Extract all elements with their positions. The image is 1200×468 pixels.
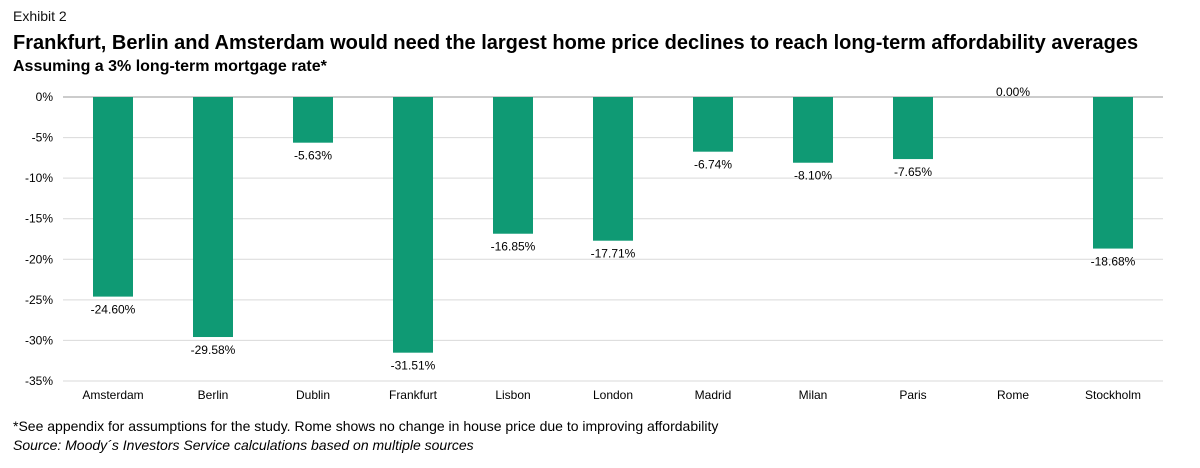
data-label: -17.71%	[591, 247, 636, 261]
data-label: -31.51%	[391, 359, 436, 373]
x-tick-label: Stockholm	[1085, 388, 1141, 402]
bar-milan	[793, 97, 833, 163]
x-tick-label: Berlin	[198, 388, 229, 402]
bar-madrid	[693, 97, 733, 152]
bar-stockholm	[1093, 97, 1133, 249]
y-tick-label: -30%	[25, 333, 53, 347]
data-label: -6.74%	[694, 158, 732, 172]
y-tick-label: -25%	[25, 293, 53, 307]
chart-title: Frankfurt, Berlin and Amsterdam would ne…	[13, 32, 1139, 54]
y-tick-label: -10%	[25, 171, 53, 185]
y-tick-label: -20%	[25, 252, 53, 266]
x-tick-label: Madrid	[695, 388, 732, 402]
data-label: -29.58%	[191, 343, 236, 357]
x-tick-label: Lisbon	[495, 388, 530, 402]
footnote: *See appendix for assumptions for the st…	[13, 418, 719, 434]
bar-chart: 0% -5% -10% -15% -20% -25% -30% -35% -24.60% Amst…	[25, 85, 1163, 402]
y-tick-label: -15%	[25, 212, 53, 226]
x-tick-label: Frankfurt	[389, 388, 438, 402]
y-tick-label: 0%	[36, 90, 54, 104]
bar-dublin	[293, 97, 333, 143]
data-label: -5.63%	[294, 149, 332, 163]
bar-berlin	[193, 97, 233, 338]
bar-lisbon	[493, 97, 533, 234]
bar-london	[593, 97, 633, 241]
bar-amsterdam	[93, 97, 133, 297]
data-label: 0.00%	[996, 85, 1030, 99]
chart-subtitle: Assuming a 3% long-term mortgage rate*	[13, 58, 327, 75]
bar-paris	[893, 97, 933, 160]
x-tick-label: Amsterdam	[82, 388, 143, 402]
x-tick-label: Paris	[899, 388, 926, 402]
x-tick-label: London	[593, 388, 633, 402]
source-note: Source: Moody´s Investors Service calcul…	[13, 437, 474, 453]
y-tick-label: -35%	[25, 374, 53, 388]
x-tick-label: Dublin	[296, 388, 330, 402]
x-tick-label: Rome	[997, 388, 1029, 402]
y-tick-label: -5%	[32, 131, 54, 145]
data-label: -18.68%	[1091, 255, 1136, 269]
data-label: -24.60%	[91, 303, 136, 317]
data-label: -16.85%	[491, 240, 536, 254]
bar-frankfurt	[393, 97, 433, 353]
data-label: -8.10%	[794, 169, 832, 183]
data-label: -7.65%	[894, 165, 932, 179]
x-tick-label: Milan	[799, 388, 828, 402]
exhibit-label: Exhibit 2	[13, 8, 67, 24]
